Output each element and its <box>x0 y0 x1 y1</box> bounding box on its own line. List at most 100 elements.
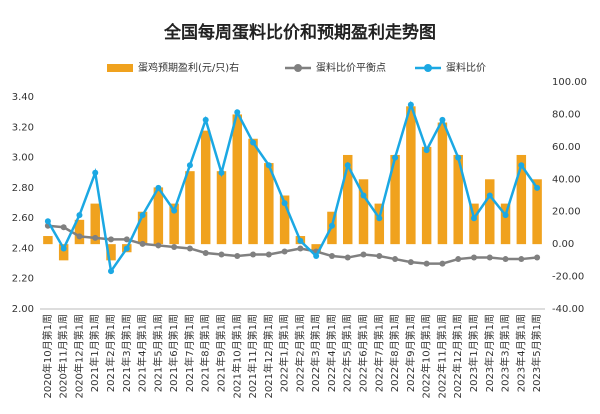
legend-swatch <box>294 64 302 72</box>
x-tick-label: 2022年7月第1周 <box>372 314 385 392</box>
point <box>155 184 162 191</box>
point <box>76 233 83 240</box>
point <box>502 212 509 219</box>
point <box>250 139 257 146</box>
point <box>534 254 541 261</box>
point <box>218 251 225 258</box>
bar <box>374 203 385 245</box>
bar <box>74 219 85 245</box>
x-tick-label: 2023年3月第1周 <box>499 314 512 392</box>
point <box>92 169 99 176</box>
point <box>297 245 304 252</box>
x-tick-label: 2021年5月第1周 <box>151 314 164 392</box>
point <box>470 215 477 222</box>
x-tick-label: 2022年5月第1周 <box>341 314 354 392</box>
bar <box>343 154 353 245</box>
x-tick-label: 2022年9月第1周 <box>404 314 417 392</box>
point <box>518 256 525 263</box>
y2-tick-label: -40.00 <box>552 304 584 315</box>
point <box>265 251 272 258</box>
x-tick-label: 2021年6月第1周 <box>167 314 180 392</box>
y-tick-label: 2.00 <box>12 304 34 315</box>
x-tick-label: 2022年3月第1周 <box>309 314 322 392</box>
point <box>281 200 288 207</box>
point <box>376 215 383 222</box>
point <box>328 222 335 229</box>
x-tick-label: 2023年1月第1周 <box>467 314 480 392</box>
bar <box>437 122 448 245</box>
x-tick-label: 2021年2月第1周 <box>104 314 117 392</box>
point <box>344 162 351 169</box>
x-tick-label: 2020年12月第1周 <box>72 314 85 399</box>
bar <box>421 146 432 245</box>
point <box>392 256 399 263</box>
point <box>60 224 67 231</box>
point <box>202 116 209 123</box>
bar <box>185 171 195 245</box>
bar <box>516 154 527 245</box>
y-tick-label: 3.20 <box>12 122 34 133</box>
point <box>439 116 446 123</box>
legend-label: 蛋料比价平衡点 <box>316 61 386 74</box>
legend-swatch <box>424 64 432 72</box>
bar <box>406 106 416 245</box>
x-tick-label: 2022年6月第1周 <box>357 314 370 392</box>
point <box>44 218 51 225</box>
x-tick-label: 2021年9月第1周 <box>214 314 227 392</box>
bar <box>453 154 463 245</box>
point <box>123 236 130 243</box>
bar <box>200 130 211 245</box>
y2-tick-label: -20.00 <box>552 272 584 283</box>
point <box>139 240 146 247</box>
point <box>171 243 178 250</box>
x-tick-label: 2022年1月第1周 <box>278 314 291 392</box>
bar <box>311 244 321 253</box>
point <box>407 259 414 266</box>
x-tick-label: 2023年5月第1周 <box>530 314 543 392</box>
x-tick-label: 2021年7月第1周 <box>183 314 196 392</box>
x-tick-label: 2022年4月第1周 <box>325 314 338 392</box>
y-tick-label: 2.40 <box>12 243 34 254</box>
point <box>376 253 383 260</box>
x-tick-label: 2021年1月第1周 <box>88 314 101 392</box>
legend-label: 蛋鸡预期盈利(元/只)右 <box>138 61 239 74</box>
point <box>486 192 493 199</box>
point <box>423 147 430 154</box>
bar <box>532 179 542 245</box>
point <box>92 234 99 241</box>
point <box>108 268 115 275</box>
bar <box>216 171 227 245</box>
bar <box>500 203 511 245</box>
point <box>534 184 541 191</box>
point <box>407 101 414 108</box>
x-tick-label: 2023年4月第1周 <box>514 314 527 392</box>
x-tick-label: 2021年10月第1周 <box>230 314 243 399</box>
x-tick-label: 2020年11月第1周 <box>57 314 70 399</box>
bar <box>358 179 369 245</box>
point <box>360 192 367 199</box>
x-tick-label: 2021年8月第1周 <box>199 314 212 392</box>
point <box>76 212 83 219</box>
point <box>202 250 209 257</box>
bar <box>390 154 400 245</box>
x-tick-label: 2022年8月第1周 <box>388 314 401 392</box>
x-tick-label: 2022年11月第1周 <box>435 314 448 399</box>
bar <box>469 203 479 245</box>
y2-tick-label: 20.00 <box>552 207 581 218</box>
x-tick-label: 2021年4月第1周 <box>136 314 149 392</box>
x-tick-label: 2021年3月第1周 <box>120 314 133 392</box>
point <box>455 154 462 161</box>
point <box>186 245 193 252</box>
bar <box>153 187 164 245</box>
y2-tick-label: 40.00 <box>552 174 581 185</box>
bar <box>43 236 53 245</box>
point <box>423 260 430 267</box>
line <box>46 100 539 275</box>
bar <box>485 179 495 245</box>
point <box>455 256 462 263</box>
point <box>171 207 178 214</box>
y-tick-label: 2.60 <box>12 213 34 224</box>
bar <box>232 114 242 245</box>
x-tick-label: 2022年12月第1周 <box>451 314 464 399</box>
